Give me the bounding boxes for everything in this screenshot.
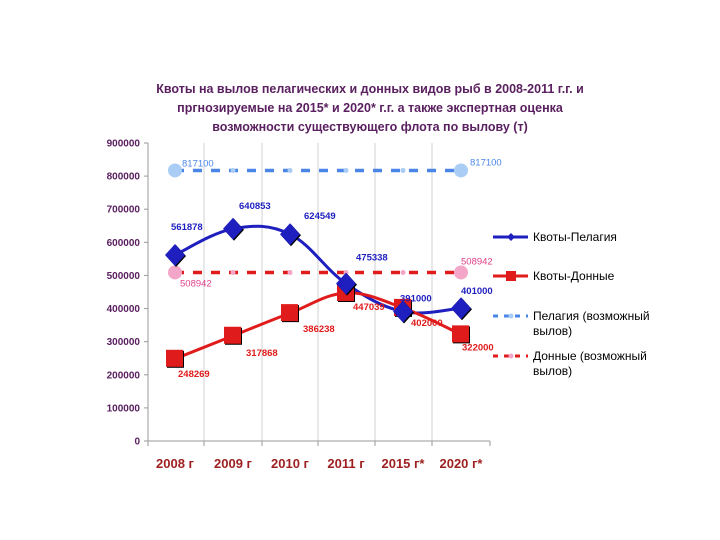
legend-label-2-line-1: вылов) [533,324,572,338]
legend-label-3-line-0: Донные (возможный [533,349,647,363]
chart-title-line-3: возможности существующего флота по вылов… [212,120,528,134]
legend-marker-0 [507,233,515,241]
donnye-data-label-4: 402000 [411,318,443,329]
series-2-point-2 [287,167,293,173]
x-tick-label-2: 2010 г [271,456,310,471]
pelagia-marker-1 [223,217,243,240]
legend-label-0: Квоты-Пелагия [533,230,617,244]
y-tick-label-5: 500000 [107,271,141,282]
pelagia-marker-2 [280,223,300,246]
series-2-point-5 [454,163,468,178]
legend-marker-3 [508,353,514,359]
pelagia-marker-4 [393,300,413,323]
donnye-possible-label-1: 508942 [461,256,493,267]
x-tick-label-3: 2011 г [327,456,365,471]
donnye-marker-5 [452,325,469,343]
pelagia-data-label-0: 561878 [171,222,203,233]
pelagia-data-label-1: 640853 [239,201,271,212]
series-3-point-2 [287,269,293,275]
y-tick-label-9: 900000 [107,139,141,150]
legend-marker-1 [506,271,516,281]
pelagia-possible-label-1: 817100 [470,157,502,168]
legend-label-1: Квоты-Донные [533,269,615,283]
legend-marker-2 [508,313,514,319]
x-tick-label-5: 2020 г* [439,456,483,471]
y-tick-label-2: 200000 [107,370,141,381]
series-3-point-1 [230,269,236,275]
x-tick-label-0: 2008 г [156,456,195,471]
legend-label-3: Донные (возможный вылов) [533,349,647,378]
x-tick-label-4: 2015 г* [381,456,425,471]
chart-title: Квоты на вылов пелагических и донных вид… [150,80,590,137]
donnye-marker-0 [166,349,183,367]
series-2-point-0 [168,163,182,178]
donnye-data-label-3: 447039 [353,302,385,313]
y-tick-label-8: 800000 [107,172,141,183]
legend-label-3-line-1: вылов) [533,364,572,378]
series-3-point-0 [168,265,182,280]
y-tick-label-7: 700000 [107,205,141,216]
chart-title-line-1: Квоты на вылов пелагических и донных вид… [156,82,584,96]
series-2-point-1 [230,167,236,173]
legend-label-2: Пелагия (возможный вылов) [533,309,650,338]
pelagia-marker-5 [451,297,471,320]
series-3-point-3 [343,269,349,275]
pelagia-possible-label-0: 817100 [182,158,214,169]
legend-label-2-line-0: Пелагия (возможный [533,309,650,323]
series-2-point-3 [343,167,349,173]
series-2-point-4 [400,167,406,173]
y-tick-label-0: 0 [134,437,140,448]
pelagia-data-label-3: 475338 [356,253,388,264]
chart-title-line-2: пргнозируемые на 2015* и 2020* г.г. а та… [177,101,563,115]
pelagia-marker-0 [165,243,185,266]
series-3-point-4 [400,269,406,275]
donnye-marker-1 [224,326,241,344]
donnye-data-label-5: 322000 [462,342,494,353]
legend-label-0-line-0: Квоты-Пелагия [533,230,617,244]
donnye-possible-label-0: 508942 [180,278,212,289]
donnye-marker-2 [281,304,298,322]
donnye-data-label-2: 386238 [303,324,335,335]
donnye-data-label-0: 248269 [178,369,210,380]
pelagia-marker-3 [336,272,356,295]
y-tick-label-6: 600000 [107,238,141,249]
y-tick-label-1: 100000 [107,403,141,414]
series-3-point-5 [454,265,468,280]
pelagia-data-label-2: 624549 [304,211,336,222]
legend-label-1-line-0: Квоты-Донные [533,269,615,283]
x-tick-label-1: 2009 г [214,456,253,471]
y-tick-label-3: 300000 [107,337,141,348]
y-tick-label-4: 400000 [107,304,141,315]
pelagia-data-label-5: 401000 [461,286,493,297]
donnye-data-label-1: 317868 [246,348,278,359]
pelagia-data-label-4: 391000 [400,294,432,305]
